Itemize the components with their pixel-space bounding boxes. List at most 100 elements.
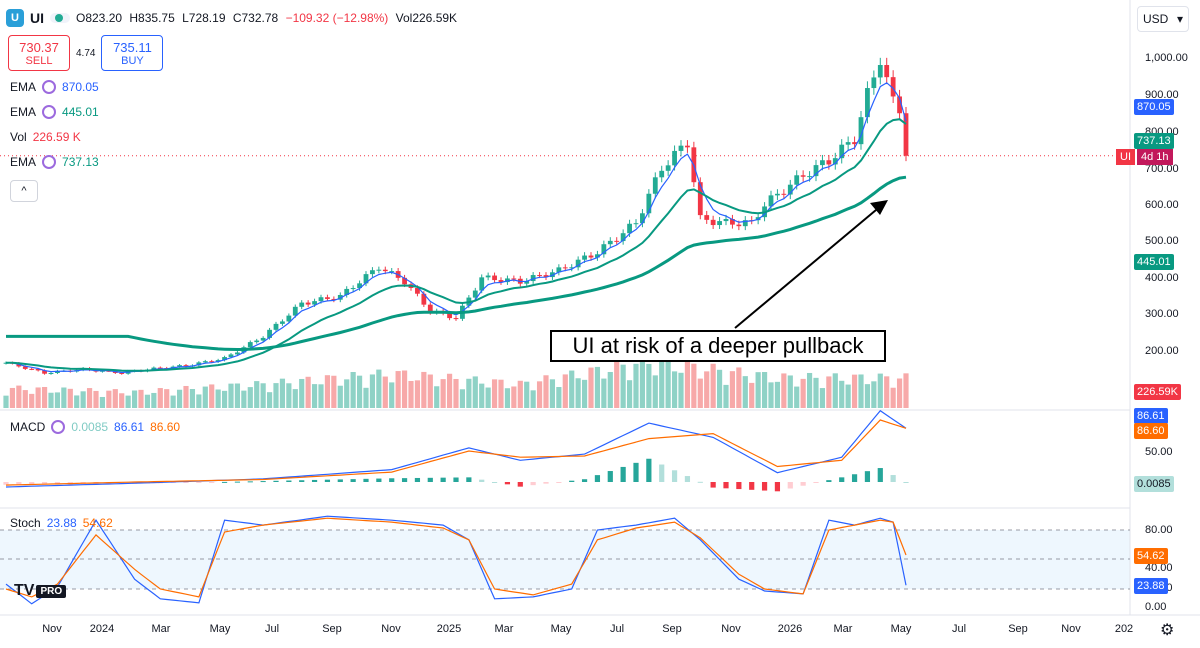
volume-bar bbox=[466, 378, 472, 408]
macd-histogram-bar bbox=[864, 471, 871, 482]
legend-volume[interactable]: Vol 226.59 K bbox=[10, 130, 81, 144]
pro-badge: PRO bbox=[36, 584, 67, 598]
macd-axis-tick: 50.00 bbox=[1145, 446, 1173, 458]
volume-bar bbox=[716, 369, 723, 408]
candle-body bbox=[273, 323, 279, 330]
volume-bar bbox=[228, 383, 234, 408]
time-axis-tick: Mar bbox=[833, 623, 853, 635]
candle-body bbox=[254, 340, 260, 343]
volume-bar bbox=[491, 379, 498, 408]
candle-body bbox=[331, 298, 337, 300]
legend-macd[interactable]: MACD 0.0085 86.61 86.60 bbox=[10, 420, 180, 434]
volume-bar bbox=[556, 387, 562, 408]
collapse-legend-button[interactable]: ^ bbox=[10, 180, 38, 202]
candle-body bbox=[871, 77, 877, 89]
volume-bar bbox=[736, 367, 742, 408]
indicator-cycle-icon bbox=[42, 155, 57, 169]
candle-body bbox=[235, 352, 240, 355]
macd-histogram-bar bbox=[401, 478, 408, 482]
macd-histogram-bar bbox=[491, 482, 498, 483]
buy-button[interactable]: 735.11 BUY bbox=[101, 35, 164, 71]
volume-bar bbox=[266, 392, 273, 408]
volume-bar bbox=[241, 390, 247, 408]
legend-volume-label: Vol bbox=[10, 130, 27, 144]
macd-histogram-bar bbox=[504, 482, 511, 485]
macd-histogram-bar bbox=[671, 470, 678, 482]
volume-bar bbox=[389, 382, 395, 408]
legend-ema-slow[interactable]: EMA 445.01 bbox=[10, 105, 99, 119]
volume-bar bbox=[890, 387, 896, 408]
candle-body bbox=[685, 145, 690, 148]
candle-body bbox=[382, 269, 388, 272]
candle-body bbox=[447, 313, 452, 319]
candle-body bbox=[678, 145, 684, 151]
candle-body bbox=[344, 288, 350, 295]
candle-body bbox=[157, 367, 163, 369]
volume-bar bbox=[86, 388, 93, 408]
legend-ema-fast[interactable]: EMA 870.05 bbox=[10, 80, 99, 94]
volume-bar bbox=[723, 384, 729, 408]
candle-body bbox=[607, 240, 613, 245]
volume-bar bbox=[794, 386, 800, 408]
macd-hist-tag: 0.0085 bbox=[1134, 476, 1174, 492]
candle-body bbox=[543, 275, 549, 278]
volume-bar bbox=[286, 383, 292, 408]
volume-bar bbox=[337, 385, 343, 408]
currency-label: USD bbox=[1143, 12, 1169, 26]
macd-histogram-bar bbox=[337, 479, 343, 482]
volume-bar bbox=[826, 376, 832, 408]
volume-bar bbox=[594, 366, 601, 408]
volume-bar bbox=[22, 390, 28, 408]
volume-bar bbox=[305, 376, 311, 408]
volume-bar bbox=[768, 382, 774, 408]
candle-body bbox=[537, 275, 542, 277]
macd-histogram-bar bbox=[209, 482, 215, 483]
volume-bar bbox=[864, 384, 871, 408]
stoch-axis-tick: 40.00 bbox=[1145, 562, 1173, 574]
currency-selector[interactable]: USD ▾ bbox=[1137, 6, 1189, 32]
volume-price-tag: 226.59K bbox=[1134, 384, 1181, 400]
volume-bar bbox=[183, 385, 189, 408]
volume-bar bbox=[311, 384, 318, 408]
annotation-callout[interactable]: UI at risk of a deeper pullback bbox=[550, 330, 886, 362]
candle-body bbox=[421, 293, 427, 305]
macd-histogram-bar bbox=[684, 476, 691, 482]
volume-bar bbox=[119, 393, 125, 408]
volume-bar bbox=[665, 358, 671, 408]
volume-bar bbox=[434, 386, 440, 408]
ohlc-values: O823.20 H835.75 L728.19 C732.78 −109.32 … bbox=[76, 11, 461, 25]
macd-histogram-bar bbox=[221, 481, 228, 483]
candle-body bbox=[498, 280, 504, 283]
time-axis-tick: Sep bbox=[1008, 623, 1028, 635]
legend-ema-mid-value: 737.13 bbox=[62, 155, 99, 169]
macd-histogram-bar bbox=[286, 480, 292, 482]
legend-ema-mid[interactable]: EMA 737.13 bbox=[10, 155, 99, 169]
volume-bar bbox=[671, 371, 678, 408]
volume-bar bbox=[511, 386, 517, 408]
close-value: C732.78 bbox=[232, 11, 279, 25]
market-status-pill[interactable] bbox=[50, 13, 70, 23]
candle-body bbox=[807, 176, 812, 178]
legend-macd-hist: 0.0085 bbox=[71, 420, 109, 434]
sell-button[interactable]: 730.37 SELL bbox=[8, 35, 70, 71]
gear-icon[interactable]: ⚙ bbox=[1160, 622, 1175, 639]
volume-bar bbox=[221, 390, 228, 408]
volume-bar bbox=[3, 395, 9, 408]
volume-bar bbox=[485, 387, 491, 408]
candle-body bbox=[260, 337, 266, 341]
legend-stoch[interactable]: Stoch 23.88 54.62 bbox=[10, 516, 113, 530]
macd-histogram-bar bbox=[376, 478, 382, 482]
candle-body bbox=[524, 281, 530, 284]
volume-bar bbox=[569, 370, 575, 408]
volume-bar bbox=[80, 391, 86, 408]
tradingview-logo[interactable]: TV PRO bbox=[14, 582, 67, 600]
volume-bar bbox=[279, 378, 286, 408]
buy-label: BUY bbox=[121, 54, 144, 67]
volume-bar bbox=[787, 375, 793, 408]
volume-bar bbox=[832, 373, 838, 408]
symbol-name[interactable]: UI bbox=[30, 10, 44, 26]
volume-bar bbox=[29, 393, 35, 408]
volume-bar bbox=[800, 378, 806, 408]
macd-histogram-bar bbox=[839, 477, 845, 482]
